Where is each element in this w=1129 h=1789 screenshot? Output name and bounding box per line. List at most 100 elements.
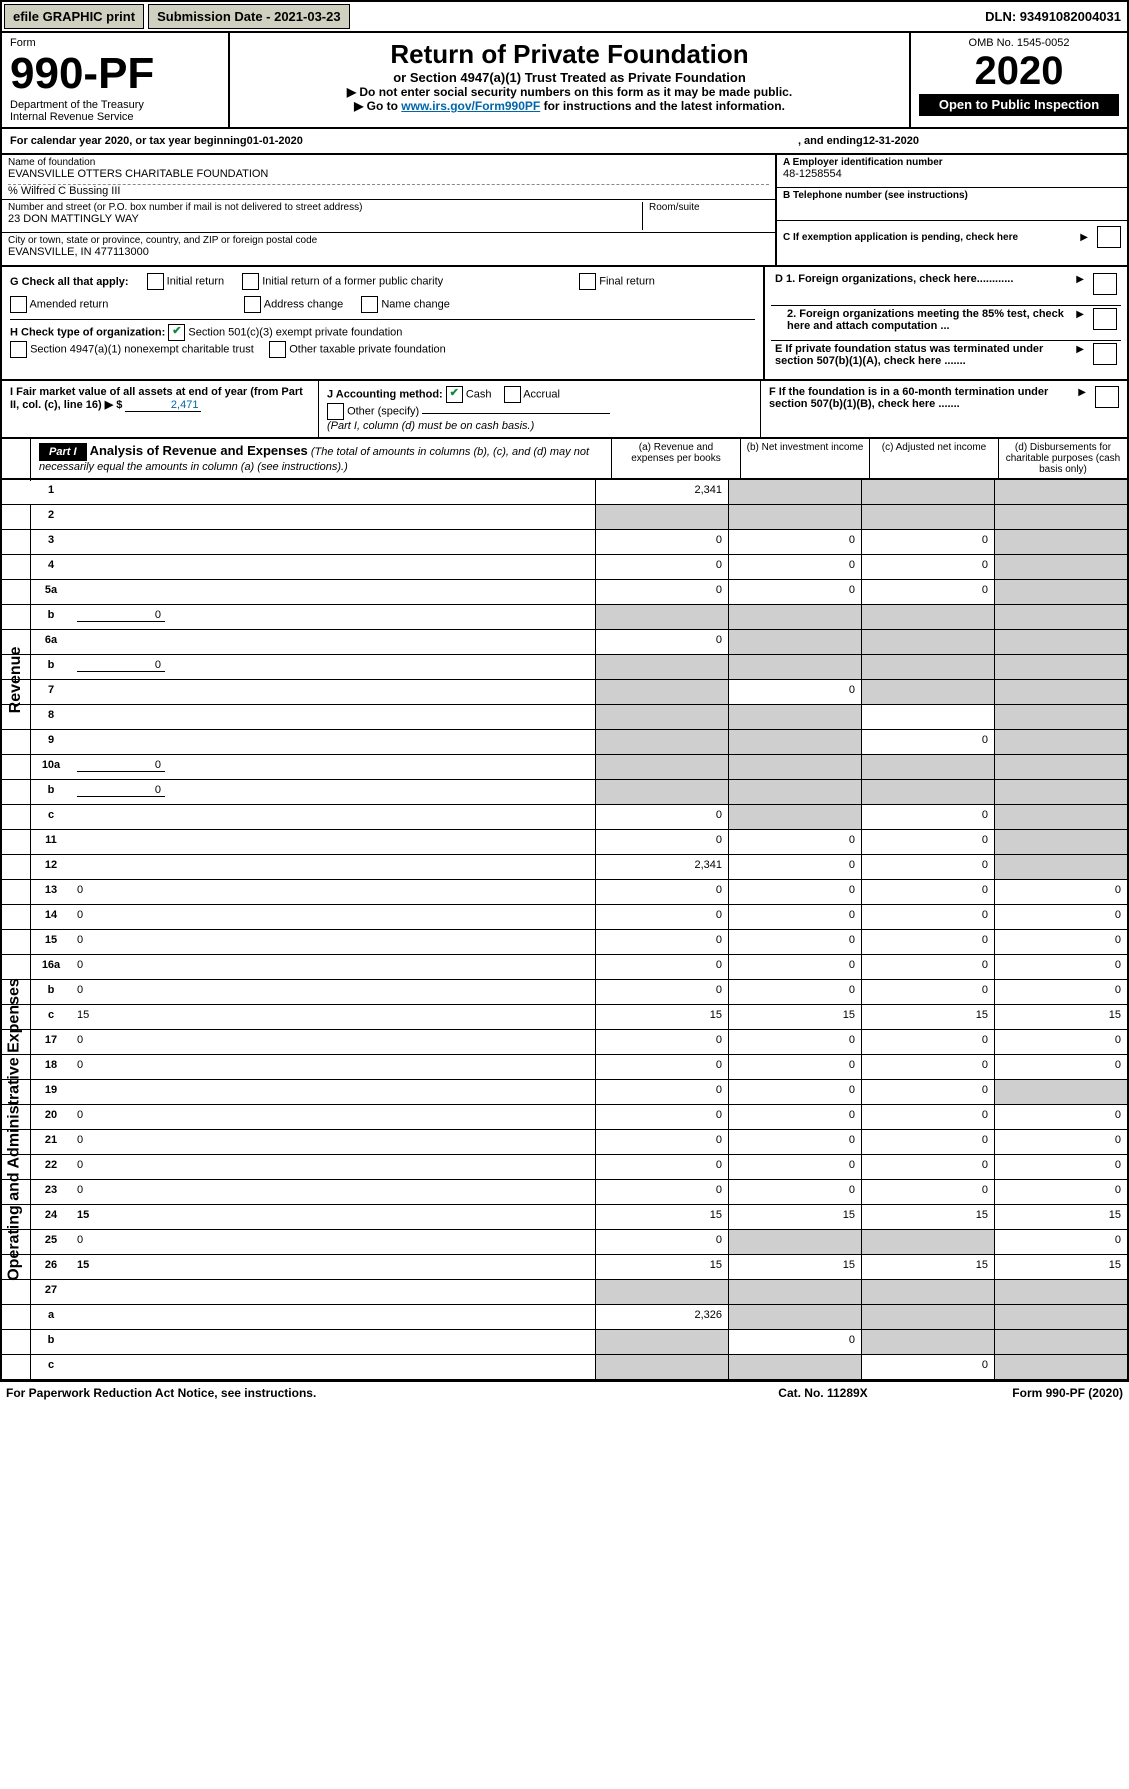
accrual-cb[interactable] [504,386,521,403]
col-d-value [994,730,1127,754]
h2-cb[interactable] [10,341,27,358]
line-description: 0 [71,955,595,979]
col-b-value: 0 [728,680,861,704]
foundation-name: EVANSVILLE OTTERS CHARITABLE FOUNDATION [8,168,769,180]
addr-change-cb[interactable] [244,296,261,313]
line-number: 25 [31,1230,71,1254]
instr-2-post: for instructions and the latest informat… [540,99,785,113]
initial-return-cb[interactable] [147,273,164,290]
dept-label: Department of the Treasury [10,99,220,111]
line-description: 0 [71,880,595,904]
table-row: 1500000 [2,930,1127,955]
col-a-value [595,1355,728,1379]
other-cb[interactable] [327,403,344,420]
initial-former-cb[interactable] [242,273,259,290]
col-c-value [861,480,994,504]
line-number: 23 [31,1180,71,1204]
calendar-row: For calendar year 2020, or tax year begi… [0,129,1129,155]
h3-cb[interactable] [269,341,286,358]
table-row: 16a00000 [2,955,1127,980]
name-change-cb[interactable] [361,296,378,313]
col-c-value: 0 [861,855,994,879]
form-label: Form [10,37,220,49]
table-row: a2,326 [2,1305,1127,1330]
submission-date-button[interactable]: Submission Date - 2021-03-23 [148,4,350,29]
col-a-value: 0 [595,880,728,904]
table-row: 4000 [2,555,1127,580]
irs-link[interactable]: www.irs.gov/Form990PF [401,99,540,113]
col-d-value [994,655,1127,679]
col-d-value [994,1330,1127,1354]
omb-label: OMB No. 1545-0052 [919,37,1119,49]
col-d-value [994,830,1127,854]
table-row: c1515151515 [2,1005,1127,1030]
table-row: 25000 [2,1230,1127,1255]
j-accrual: Accrual [523,388,560,400]
d1-cb[interactable] [1093,273,1117,295]
col-d-value [994,1355,1127,1379]
col-b-value [728,480,861,504]
c-checkbox[interactable] [1097,226,1121,248]
line-number: 22 [31,1155,71,1179]
col-b-value: 15 [728,1205,861,1229]
h-label: H Check type of organization: [10,326,165,338]
col-c-value: 0 [861,905,994,929]
col-a-value [595,655,728,679]
final-return-cb[interactable] [579,273,596,290]
ein-value: 48-1258554 [783,168,1121,180]
col-d-value: 0 [994,1105,1127,1129]
line-description: 0 [71,1180,595,1204]
col-c-value: 0 [861,1155,994,1179]
g-opt-5: Name change [381,298,450,310]
col-a-value: 0 [595,1055,728,1079]
table-row: 10a 0 [2,755,1127,780]
inline-value: 0 [77,784,165,797]
g-opt-0: Initial return [167,275,224,287]
line-description: 0 [71,1230,595,1254]
col-b-value: 0 [728,855,861,879]
col-b-value: 0 [728,955,861,979]
col-b-value: 0 [728,930,861,954]
col-c-value [861,705,994,729]
e-cb[interactable] [1093,343,1117,365]
d2-cb[interactable] [1093,308,1117,330]
amended-cb[interactable] [10,296,27,313]
col-a-value: 0 [595,1105,728,1129]
j-label: J Accounting method: [327,388,443,400]
col-c-value [861,1305,994,1329]
side-label-cell [2,1355,31,1379]
table-row: 2 [2,505,1127,530]
table-row: 6a0 [2,630,1127,655]
table-row: 2200000 [2,1155,1127,1180]
line-number: 18 [31,1055,71,1079]
cal-pre: For calendar year 2020, or tax year begi… [10,135,247,147]
h1-cb[interactable]: ✔ [168,324,185,341]
col-c-value [861,655,994,679]
table-row: 122,34100 [2,855,1127,880]
f-cb[interactable] [1095,386,1119,408]
part1-table: Revenue12,3412300040005a000b 06a0b 07089… [0,480,1129,1381]
line-description [71,705,595,729]
col-d-value: 0 [994,880,1127,904]
line-description: 0 [71,980,595,1004]
line-number: c [31,805,71,829]
efile-print-button[interactable]: efile GRAPHIC print [4,4,144,29]
col-d-value [994,855,1127,879]
col-b-value [728,605,861,629]
line-number: c [31,1355,71,1379]
page-footer: For Paperwork Reduction Act Notice, see … [0,1381,1129,1404]
line-description: 0 [71,755,595,779]
col-b-value [728,1305,861,1329]
line-number: b [31,780,71,804]
line-number: 17 [31,1030,71,1054]
other-specify[interactable] [422,413,610,414]
col-c-value: 0 [861,1105,994,1129]
table-row: c00 [2,805,1127,830]
col-c-value [861,755,994,779]
side-label-cell [2,530,31,554]
col-c-value [861,1280,994,1304]
cash-cb[interactable]: ✔ [446,386,463,403]
line-number: 11 [31,830,71,854]
col-c-value [861,780,994,804]
col-b-value: 0 [728,830,861,854]
